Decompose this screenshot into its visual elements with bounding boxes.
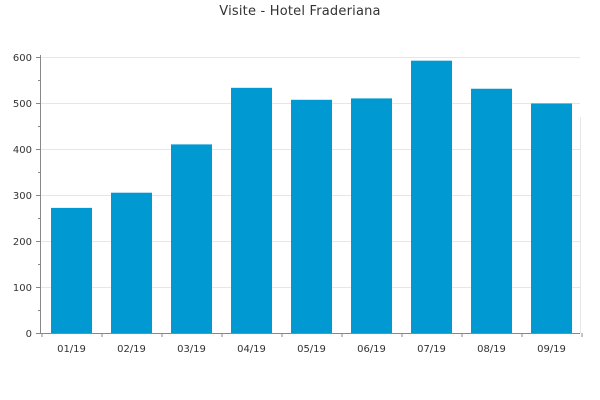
y-tick-label: 0 xyxy=(26,329,32,340)
bar xyxy=(411,60,452,334)
bar xyxy=(531,103,572,334)
y-tick-label: 200 xyxy=(13,237,32,248)
bar xyxy=(111,192,152,333)
bar xyxy=(231,87,272,333)
x-tick-label: 08/19 xyxy=(477,344,506,355)
x-tick-label: 04/19 xyxy=(237,344,266,355)
bar xyxy=(171,144,212,333)
y-tick-label: 300 xyxy=(13,191,32,202)
y-tick-label: 100 xyxy=(13,283,32,294)
x-tick-label: 05/19 xyxy=(297,344,326,355)
bar xyxy=(51,207,92,333)
chart-title: Visite - Hotel Fraderiana xyxy=(219,4,381,19)
x-tick-label: 06/19 xyxy=(357,344,386,355)
x-tick-label: 07/19 xyxy=(417,344,446,355)
x-tick-label: 09/19 xyxy=(537,344,566,355)
x-tick-label: 01/19 xyxy=(57,344,86,355)
x-tick-label: 02/19 xyxy=(117,344,146,355)
bar xyxy=(351,98,392,334)
y-tick-label: 400 xyxy=(13,145,32,156)
y-tick-label: 500 xyxy=(13,99,32,110)
x-tick-label: 03/19 xyxy=(177,344,206,355)
bar xyxy=(471,88,512,334)
y-tick-label: 600 xyxy=(13,53,32,64)
bar xyxy=(291,99,332,333)
